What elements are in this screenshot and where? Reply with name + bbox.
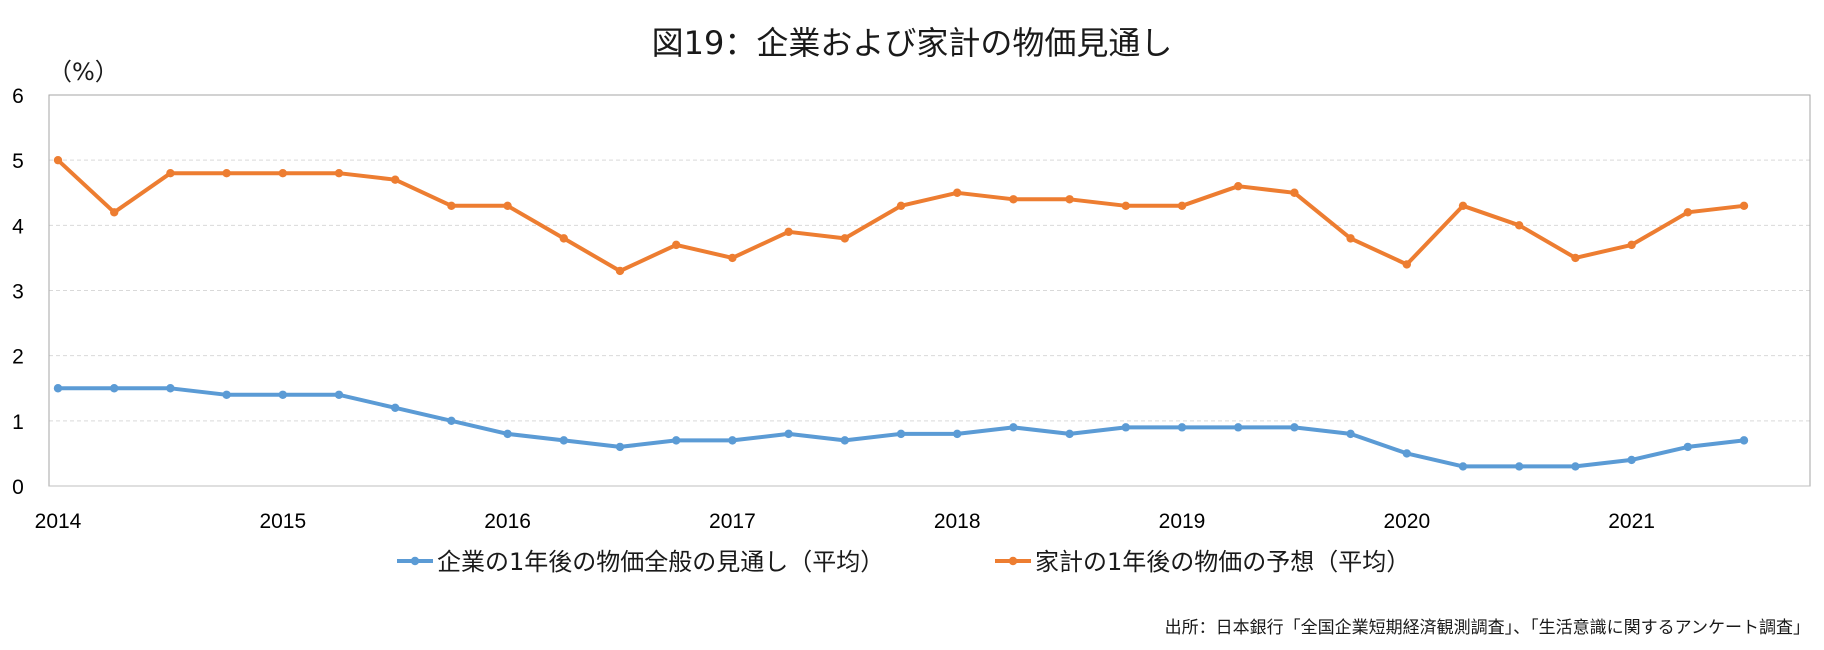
y-tick-label: 1 bbox=[12, 411, 24, 434]
x-tick-label: 2018 bbox=[934, 510, 981, 533]
legend-marker-2 bbox=[1008, 556, 1018, 566]
y-tick-label: 2 bbox=[12, 346, 24, 369]
series-2-point bbox=[1346, 234, 1355, 243]
series-2-point bbox=[953, 188, 962, 197]
series-1-point bbox=[784, 429, 793, 439]
series-1-point bbox=[166, 384, 175, 393]
series-2-point bbox=[1234, 182, 1243, 191]
series-2-point bbox=[559, 234, 568, 243]
series-1-point bbox=[53, 384, 63, 393]
series-1-point bbox=[672, 436, 681, 445]
series-2-point bbox=[1009, 195, 1018, 204]
y-tick-label: 0 bbox=[12, 476, 24, 499]
series-1-point bbox=[953, 429, 962, 439]
series-1-point bbox=[447, 416, 456, 426]
series-1-point bbox=[1065, 429, 1074, 439]
series-2-point bbox=[110, 208, 119, 217]
series-2-point bbox=[391, 175, 400, 184]
series-2-point bbox=[53, 155, 63, 165]
series-1-point bbox=[1290, 423, 1299, 432]
series-2-point bbox=[1683, 208, 1693, 217]
y-axis-unit-label: （%） bbox=[48, 58, 119, 86]
series-2-point bbox=[615, 266, 625, 276]
source-note: 出所：日本銀行「全国企業短期経済観測調査」、「生活意識に関するアンケート調査」 bbox=[1164, 618, 1810, 638]
x-tick-label: 2016 bbox=[484, 510, 531, 533]
series-2-point bbox=[334, 169, 344, 178]
x-tick-label: 2019 bbox=[1159, 510, 1206, 533]
legend-label-2: 家計の1年後の物価の予想（平均） bbox=[1035, 548, 1410, 576]
series-1-point bbox=[334, 390, 344, 399]
chart-title: 図19：企業および家計の物価見通し bbox=[651, 24, 1173, 62]
y-tick-label: 3 bbox=[12, 281, 24, 304]
x-tick-label: 2021 bbox=[1608, 510, 1655, 533]
series-2-point bbox=[278, 169, 287, 178]
series-1-point bbox=[1683, 442, 1693, 452]
series-1-point bbox=[110, 384, 119, 393]
series-1-point bbox=[1515, 462, 1524, 471]
plot-frame bbox=[48, 94, 1811, 487]
series-1-point bbox=[1346, 429, 1355, 439]
series-1-point bbox=[391, 403, 400, 412]
series-2-point bbox=[1627, 240, 1636, 250]
series-1-point bbox=[615, 442, 625, 452]
series-1-point bbox=[1739, 436, 1749, 445]
series-2-point bbox=[840, 234, 849, 243]
series-2-point bbox=[1065, 195, 1074, 204]
series-2-point bbox=[896, 201, 906, 210]
series-2-point bbox=[447, 201, 456, 210]
series-2-point bbox=[166, 169, 175, 178]
series-2-point bbox=[728, 253, 737, 263]
x-tick-label: 2017 bbox=[709, 510, 756, 533]
series-1-point bbox=[222, 390, 231, 399]
x-tick-label: 2020 bbox=[1383, 510, 1430, 533]
series-2-point bbox=[222, 169, 231, 178]
legend-label-1: 企業の1年後の物価全般の見通し（平均） bbox=[437, 548, 884, 576]
series-1-point bbox=[1458, 462, 1468, 471]
legend-marker-1 bbox=[410, 556, 420, 566]
series-1-point bbox=[1627, 455, 1636, 465]
series-line-1 bbox=[56, 386, 1746, 469]
series-1-point bbox=[840, 436, 849, 445]
series-1-point bbox=[728, 436, 737, 445]
series-2-point bbox=[1571, 253, 1580, 263]
series-2-point bbox=[1458, 201, 1468, 210]
series-2-point bbox=[1121, 201, 1131, 210]
series-1-point bbox=[503, 429, 512, 439]
y-tick-label: 5 bbox=[12, 150, 24, 173]
series-1-point bbox=[1571, 462, 1580, 471]
series-2-point bbox=[1177, 201, 1187, 210]
series-2-point bbox=[503, 201, 512, 210]
series-1-point bbox=[896, 429, 906, 439]
series-1-point bbox=[1234, 423, 1243, 432]
series-2-point bbox=[1402, 260, 1412, 269]
x-tick-label: 2014 bbox=[35, 510, 82, 533]
y-tick-label: 4 bbox=[12, 215, 24, 238]
series-2-point bbox=[784, 227, 793, 237]
series-1-point bbox=[278, 390, 287, 399]
series-1-point bbox=[1402, 449, 1412, 458]
x-tick-label: 2015 bbox=[259, 510, 306, 533]
series-1-point bbox=[559, 436, 568, 445]
series-2-point bbox=[1290, 188, 1299, 197]
series-2-point bbox=[672, 240, 681, 250]
y-tick-label: 6 bbox=[12, 85, 24, 108]
series-line-2 bbox=[56, 158, 1746, 273]
series-1-point bbox=[1121, 423, 1131, 432]
series-1-point bbox=[1009, 423, 1018, 432]
series-2-point bbox=[1739, 201, 1749, 210]
series-2-point bbox=[1515, 221, 1524, 230]
series-1-point bbox=[1177, 423, 1187, 432]
